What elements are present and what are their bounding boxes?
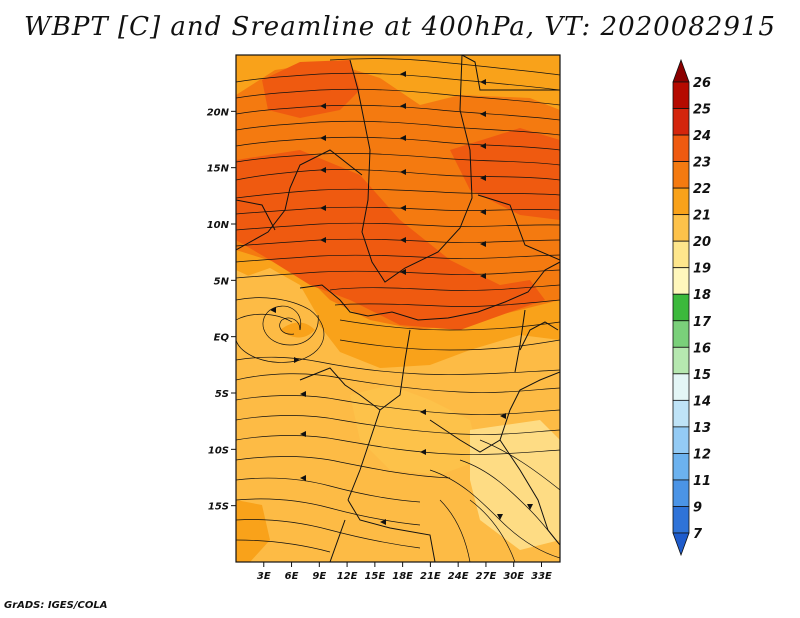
colorbar-label: 14: [693, 394, 711, 409]
colorbar-label: 7: [693, 527, 703, 542]
colorbar-label: 13: [693, 421, 711, 436]
colorbar-label: 17: [693, 315, 712, 330]
country-borders: [236, 55, 560, 562]
colorbar-swatch: [672, 240, 690, 269]
colorbar-swatch: [672, 161, 690, 189]
colorbar-top-arrow: [672, 58, 690, 83]
colorbar-swatch: [672, 214, 690, 242]
lat-label: 15S: [208, 502, 229, 513]
colorbar-swatch: [672, 134, 690, 162]
colorbar-label: 19: [693, 262, 711, 277]
colorbar-swatch: [672, 506, 690, 534]
colorbar-swatch: [672, 426, 690, 454]
grads-credit: GrADS: IGES/COLA: [4, 600, 108, 611]
streamlines: [236, 58, 560, 562]
lon-label: 27E: [476, 571, 497, 582]
lon-label: 33E: [531, 571, 552, 582]
streamline-arrows: [270, 71, 533, 525]
longitude-axis: 3E 6E 9E 12E 15E 18E 21E 24E 27E 30E 33E: [257, 562, 552, 582]
colorbar-label: 9: [693, 500, 702, 515]
colorbar-swatch: [672, 399, 690, 428]
colorbar-swatch: [672, 346, 690, 375]
colorbar-label: 22: [693, 182, 711, 197]
colorbar-swatch: [672, 453, 690, 481]
field-23-region-east: [450, 128, 560, 220]
colorbar-swatch: [672, 267, 690, 295]
lat-label: 5S: [215, 389, 229, 400]
lon-label: 21E: [420, 571, 441, 582]
lon-label: 9E: [312, 571, 326, 582]
colorbar-label: 18: [693, 288, 711, 303]
field-21-gyre-core: [280, 322, 315, 338]
field-20-gyre: [236, 268, 320, 370]
colorbar-swatch: [672, 320, 690, 348]
colorbar-label: 23: [693, 156, 711, 171]
colorbar-label: 11: [693, 474, 711, 489]
lon-label: 30E: [503, 571, 524, 582]
colorbar: 26 25 24 23 22 21 20 19 18 17 16 15 14 13 12 11 9 7: [672, 58, 712, 557]
lat-label: 10N: [207, 220, 230, 231]
lat-label: 20N: [207, 107, 230, 118]
lon-label: 12E: [337, 571, 358, 582]
colorbar-swatch: [672, 479, 690, 507]
colorbar-label: 21: [693, 209, 711, 224]
colorbar-label: 25: [693, 103, 711, 118]
lon-label: 15E: [364, 571, 385, 582]
colorbar-label: 26: [693, 76, 711, 91]
field-23-region-north: [262, 60, 360, 118]
colorbar-swatch: [672, 81, 690, 109]
map-frame: [235, 54, 561, 563]
colorbar-swatch: [672, 373, 690, 401]
latitude-axis: 20N 15N 10N 5N EQ 5S 10S 15S: [207, 107, 236, 513]
colorbar-swatch: [672, 187, 690, 216]
colorbar-bottom-arrow: [672, 532, 690, 557]
chart-title: WBPT [C] and Sreamline at 400hPa, VT: 20…: [24, 12, 776, 42]
colorbar-label: 15: [693, 368, 711, 383]
colorbar-label: 24: [693, 129, 711, 144]
field-21-southwest: [236, 500, 270, 562]
lat-label: EQ: [214, 333, 230, 344]
lat-label: 5N: [214, 276, 230, 287]
field-20-south: [350, 385, 480, 475]
colorbar-label: 12: [693, 447, 711, 462]
lat-label: 10S: [208, 445, 229, 456]
lon-label: 18E: [392, 571, 413, 582]
lat-label: 15N: [207, 164, 230, 175]
lon-label: 24E: [448, 571, 469, 582]
colorbar-swatch: [672, 108, 690, 136]
colorbar-label: 20: [693, 235, 711, 250]
colorbar-label: 16: [693, 341, 711, 356]
lon-label: 6E: [285, 571, 299, 582]
lon-label: 3E: [257, 571, 271, 582]
colorbar-swatch: [672, 293, 690, 322]
